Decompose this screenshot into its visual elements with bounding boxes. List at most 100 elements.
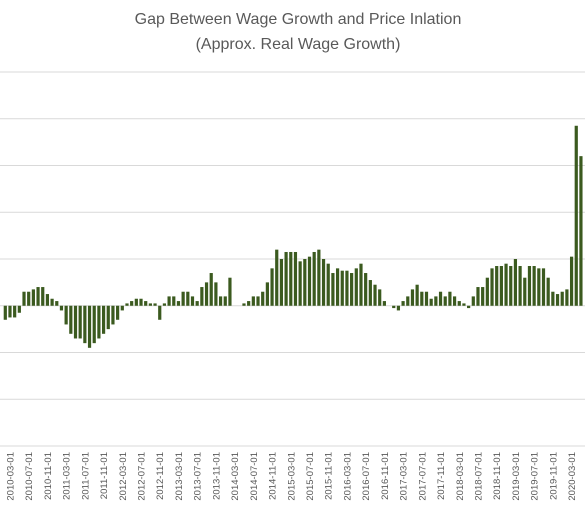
bar — [228, 277, 232, 306]
bar — [350, 273, 354, 306]
x-tick-label: 2018-11-01 — [492, 452, 503, 500]
bar — [223, 296, 227, 306]
bar — [279, 259, 284, 306]
bar — [270, 268, 274, 306]
bar — [97, 305, 101, 339]
x-tick-label: 2015-03-01 — [286, 452, 297, 501]
bar — [490, 268, 494, 306]
bar — [555, 294, 560, 306]
bar — [373, 284, 377, 306]
bar — [368, 280, 372, 306]
bar — [382, 301, 386, 306]
bar — [471, 296, 475, 306]
bar — [139, 298, 143, 306]
bar — [36, 287, 40, 306]
bar — [551, 291, 555, 306]
bar — [247, 301, 251, 306]
bar — [148, 303, 152, 306]
bar — [415, 284, 419, 306]
x-tick-label: 2019-03-01 — [511, 452, 522, 501]
bar — [3, 305, 7, 320]
bar — [195, 301, 199, 306]
x-tick-label: 2010-11-01 — [43, 452, 54, 500]
bar — [284, 251, 288, 306]
bar — [312, 251, 316, 306]
bar — [78, 305, 82, 339]
bar — [242, 303, 246, 306]
bar — [251, 296, 255, 306]
bar — [144, 301, 148, 306]
x-tick-label: 2012-07-01 — [137, 452, 148, 501]
bar — [45, 294, 50, 306]
bar — [396, 305, 401, 311]
bar — [429, 298, 433, 306]
bar — [218, 296, 223, 306]
bar — [190, 296, 195, 306]
bar — [560, 291, 564, 306]
bar — [485, 277, 489, 306]
x-tick-label: 2010-07-01 — [24, 452, 35, 501]
bar — [523, 277, 527, 306]
bar — [495, 266, 499, 306]
bar — [134, 298, 138, 306]
bar — [64, 305, 68, 325]
bar — [467, 305, 471, 309]
bar — [22, 291, 26, 306]
x-tick-label: 2014-11-01 — [268, 452, 279, 500]
bar — [569, 256, 574, 306]
bar — [41, 287, 45, 306]
x-tick-label: 2018-07-01 — [473, 452, 484, 501]
bar — [438, 291, 443, 306]
bar — [424, 291, 429, 306]
x-tick-label: 2018-03-01 — [455, 452, 466, 501]
x-tick-label: 2016-07-01 — [361, 452, 372, 501]
bar — [410, 289, 415, 306]
bar — [527, 266, 532, 306]
x-tick-label: 2011-07-01 — [80, 452, 91, 500]
bar — [345, 270, 349, 306]
bar — [401, 301, 405, 306]
bar — [186, 291, 190, 306]
bar — [214, 282, 218, 306]
bar — [101, 305, 106, 334]
x-tick-label: 2013-03-01 — [174, 452, 185, 501]
bar — [256, 296, 260, 306]
bar — [298, 261, 302, 306]
x-tick-label: 2011-11-01 — [99, 452, 110, 499]
bar — [378, 289, 382, 306]
bar — [359, 263, 363, 306]
bar — [27, 291, 31, 306]
x-tick-label: 2019-07-01 — [530, 452, 541, 501]
bar — [303, 259, 307, 306]
bar — [321, 259, 326, 306]
bar — [8, 305, 12, 318]
x-tick-label: 2017-03-01 — [399, 452, 410, 501]
bar — [307, 256, 312, 306]
bar — [55, 301, 59, 306]
bar — [59, 305, 64, 311]
bar — [476, 287, 480, 306]
bar — [335, 268, 340, 306]
bar — [92, 305, 96, 344]
bar — [111, 305, 115, 325]
bar — [541, 268, 546, 306]
x-tick-label: 2012-11-01 — [155, 452, 166, 500]
bar — [354, 268, 358, 306]
bar — [153, 303, 157, 306]
bar — [462, 303, 466, 306]
x-tick-label: 2014-07-01 — [249, 452, 260, 501]
x-tick-label: 2010-03-01 — [5, 452, 16, 501]
x-tick-label: 2016-11-01 — [380, 452, 391, 500]
bar — [434, 296, 438, 306]
x-tick-label: 2012-03-01 — [118, 452, 129, 501]
bar — [158, 305, 162, 320]
bar — [130, 301, 134, 306]
bar — [204, 282, 209, 306]
bar — [532, 266, 536, 306]
bar — [275, 249, 279, 306]
bar — [31, 289, 35, 306]
bar — [167, 296, 171, 306]
bar — [537, 268, 541, 306]
bar — [209, 273, 213, 306]
